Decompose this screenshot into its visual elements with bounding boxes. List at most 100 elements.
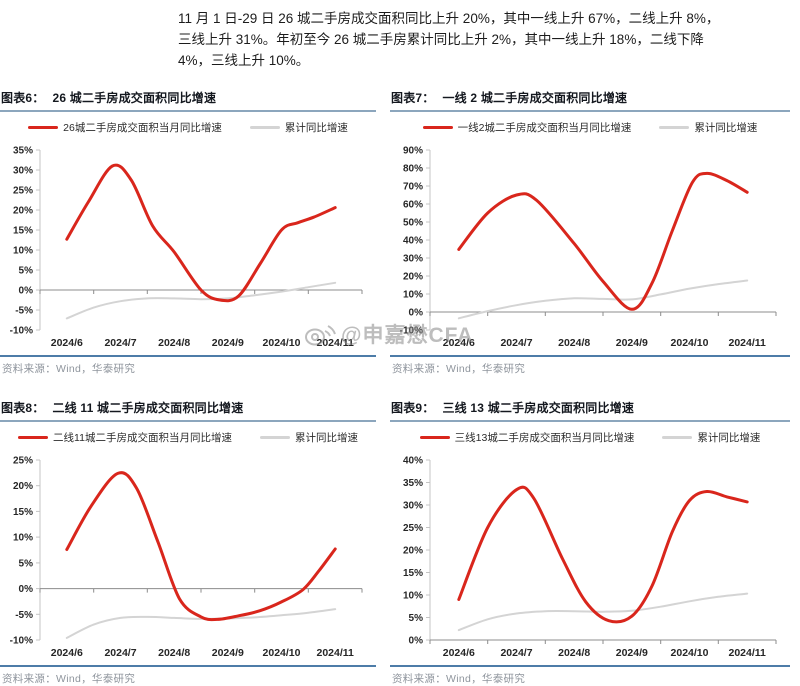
red-line-swatch [18,435,49,439]
svg-text:2024/7: 2024/7 [104,337,136,349]
figure8-source-note: 资料来源：Wind，华泰研究 [2,673,136,685]
figure7-title: 图表7： 一线 2 城二手房成交面积同比增速 [390,88,790,112]
svg-text:0%: 0% [409,308,424,319]
figure8-label: 图表8： [1,401,45,415]
line-chart-figure9: 0% 5% 10% 15% 20% 25% 30% 35% 40% 2024/6 2024/7 202… [403,456,777,659]
intro-line-3: 4%，三线上升 10%。 [178,53,310,68]
gray-line-swatch [662,435,693,439]
legend-label: 累计同比增速 [284,121,348,134]
source-divider [0,665,376,667]
svg-text:2024/7: 2024/7 [104,647,136,659]
svg-text:0%: 0% [19,584,34,595]
red-line-swatch [419,435,450,439]
legend-label: 累计同比增速 [694,121,758,134]
svg-text:90%: 90% [403,146,423,157]
line-chart-figure7: -10% 0% 10% 20% 30% 40% 50% 60% 70% 80% 90% 2024/6 2… [400,146,777,349]
legend-label: 二线11城二手房成交面积当月同比增速 [53,431,232,444]
svg-text:5%: 5% [19,558,34,569]
svg-text:2024/9: 2024/9 [212,337,244,349]
figure6-label: 图表6： [1,91,45,105]
chart-panel-figure7: 图表7： 一线 2 城二手房成交面积同比增速 一线2城二手房成交面积当月同比增速 … [390,88,790,376]
figure6-title: 图表6： 26 城二手房成交面积同比增速 [0,88,376,112]
svg-text:25%: 25% [403,523,423,534]
svg-text:2024/10: 2024/10 [671,647,709,659]
svg-text:2024/8: 2024/8 [158,337,190,349]
svg-text:2024/7: 2024/7 [500,337,532,349]
svg-text:40%: 40% [403,456,423,467]
legend-item-cumulative: 累计同比增速 [662,430,760,445]
svg-text:2024/9: 2024/9 [616,337,648,349]
svg-text:2024/7: 2024/7 [500,647,532,659]
svg-text:40%: 40% [403,236,423,247]
svg-text:30%: 30% [403,501,423,512]
legend-label: 累计同比增速 [697,431,761,444]
svg-text:-5%: -5% [15,610,33,621]
svg-text:20%: 20% [13,481,33,492]
figure8-legend: 二线11城二手房成交面积当月同比增速 累计同比增速 [0,422,376,452]
svg-text:2024/6: 2024/6 [443,647,475,659]
legend-label: 26城二手房成交面积当月同比增速 [63,121,222,134]
svg-text:2024/6: 2024/6 [443,337,475,349]
line-chart-figure8: -10% -5% 0% 5% 10% 15% 20% 25% 2024/6 2024/7 2024/… [10,456,363,659]
figure9-source-note: 资料来源：Wind，华泰研究 [392,673,526,685]
svg-text:2024/11: 2024/11 [317,647,355,659]
legend-item-monthly: 一线2城二手房成交面积当月同比增速 [422,120,632,135]
svg-text:10%: 10% [403,591,423,602]
figure9-title-text: 三线 13 城二手房成交面积同比增速 [442,401,635,415]
svg-text:25%: 25% [13,186,33,197]
svg-text:2024/6: 2024/6 [51,647,83,659]
legend-item-cumulative: 累计同比增速 [249,120,348,135]
red-line-swatch [422,125,453,129]
intro-line-2: 三线上升 31%。年初至今 26 城二手房累计同比上升 2%，其中一线上升 18… [178,32,704,47]
svg-text:-5%: -5% [15,306,33,317]
figure9-label: 图表9： [391,401,435,415]
legend-item-cumulative: 累计同比增速 [659,120,757,135]
svg-text:70%: 70% [403,182,423,193]
svg-text:0%: 0% [19,286,34,297]
gray-line-swatch [249,125,280,129]
svg-text:35%: 35% [403,478,423,489]
svg-text:30%: 30% [13,166,33,177]
legend-item-monthly: 三线13城二手房成交面积当月同比增速 [419,430,634,445]
legend-label: 一线2城二手房成交面积当月同比增速 [457,121,632,134]
figure7-title-text: 一线 2 城二手房成交面积同比增速 [442,91,628,105]
legend-item-cumulative: 累计同比增速 [259,430,358,445]
svg-text:2024/8: 2024/8 [558,647,590,659]
red-line-swatch [28,125,59,129]
svg-text:50%: 50% [403,218,423,229]
svg-text:15%: 15% [403,568,423,579]
svg-text:2024/11: 2024/11 [317,337,355,349]
figure7-source-note: 资料来源：Wind，华泰研究 [392,363,526,375]
svg-text:-10%: -10% [10,326,33,337]
figure7-legend: 一线2城二手房成交面积当月同比增速 累计同比增速 [390,112,790,142]
svg-text:5%: 5% [409,613,424,624]
gray-line-swatch [659,125,690,129]
svg-text:2024/6: 2024/6 [51,337,83,349]
figure9-title: 图表9： 三线 13 城二手房成交面积同比增速 [390,398,790,422]
legend-item-monthly: 26城二手房成交面积当月同比增速 [28,120,222,135]
svg-text:0%: 0% [409,636,424,647]
chart-panel-figure8: 图表8： 二线 11 城二手房成交面积同比增速 二线11城二手房成交面积当月同比增… [0,398,376,686]
svg-text:30%: 30% [403,254,423,265]
line-chart-figure6: -10% -5% 0% 5% 10% 15% 20% 25% 30% 35% 2024/6 2024/… [10,146,363,349]
svg-text:20%: 20% [403,272,423,283]
legend-item-monthly: 二线11城二手房成交面积当月同比增速 [18,430,232,445]
svg-text:2024/9: 2024/9 [212,647,244,659]
figure9-legend: 三线13城二手房成交面积当月同比增速 累计同比增速 [390,422,790,452]
svg-text:10%: 10% [13,246,33,257]
svg-text:25%: 25% [13,456,33,467]
svg-text:-10%: -10% [10,636,33,647]
svg-text:2024/10: 2024/10 [263,337,301,349]
figure8-title: 图表8： 二线 11 城二手房成交面积同比增速 [0,398,376,422]
svg-text:80%: 80% [403,164,423,175]
svg-text:2024/10: 2024/10 [671,337,709,349]
svg-text:10%: 10% [13,533,33,544]
svg-text:35%: 35% [13,146,33,157]
figure6-title-text: 26 城二手房成交面积同比增速 [52,91,217,105]
svg-text:2024/8: 2024/8 [158,647,190,659]
figure6-legend: 26城二手房成交面积当月同比增速 累计同比增速 [0,112,376,142]
svg-text:2024/11: 2024/11 [729,337,767,349]
chart-panel-figure6: 图表6： 26 城二手房成交面积同比增速 26城二手房成交面积当月同比增速 累计同… [0,88,376,376]
source-divider [390,355,790,357]
svg-text:20%: 20% [13,206,33,217]
